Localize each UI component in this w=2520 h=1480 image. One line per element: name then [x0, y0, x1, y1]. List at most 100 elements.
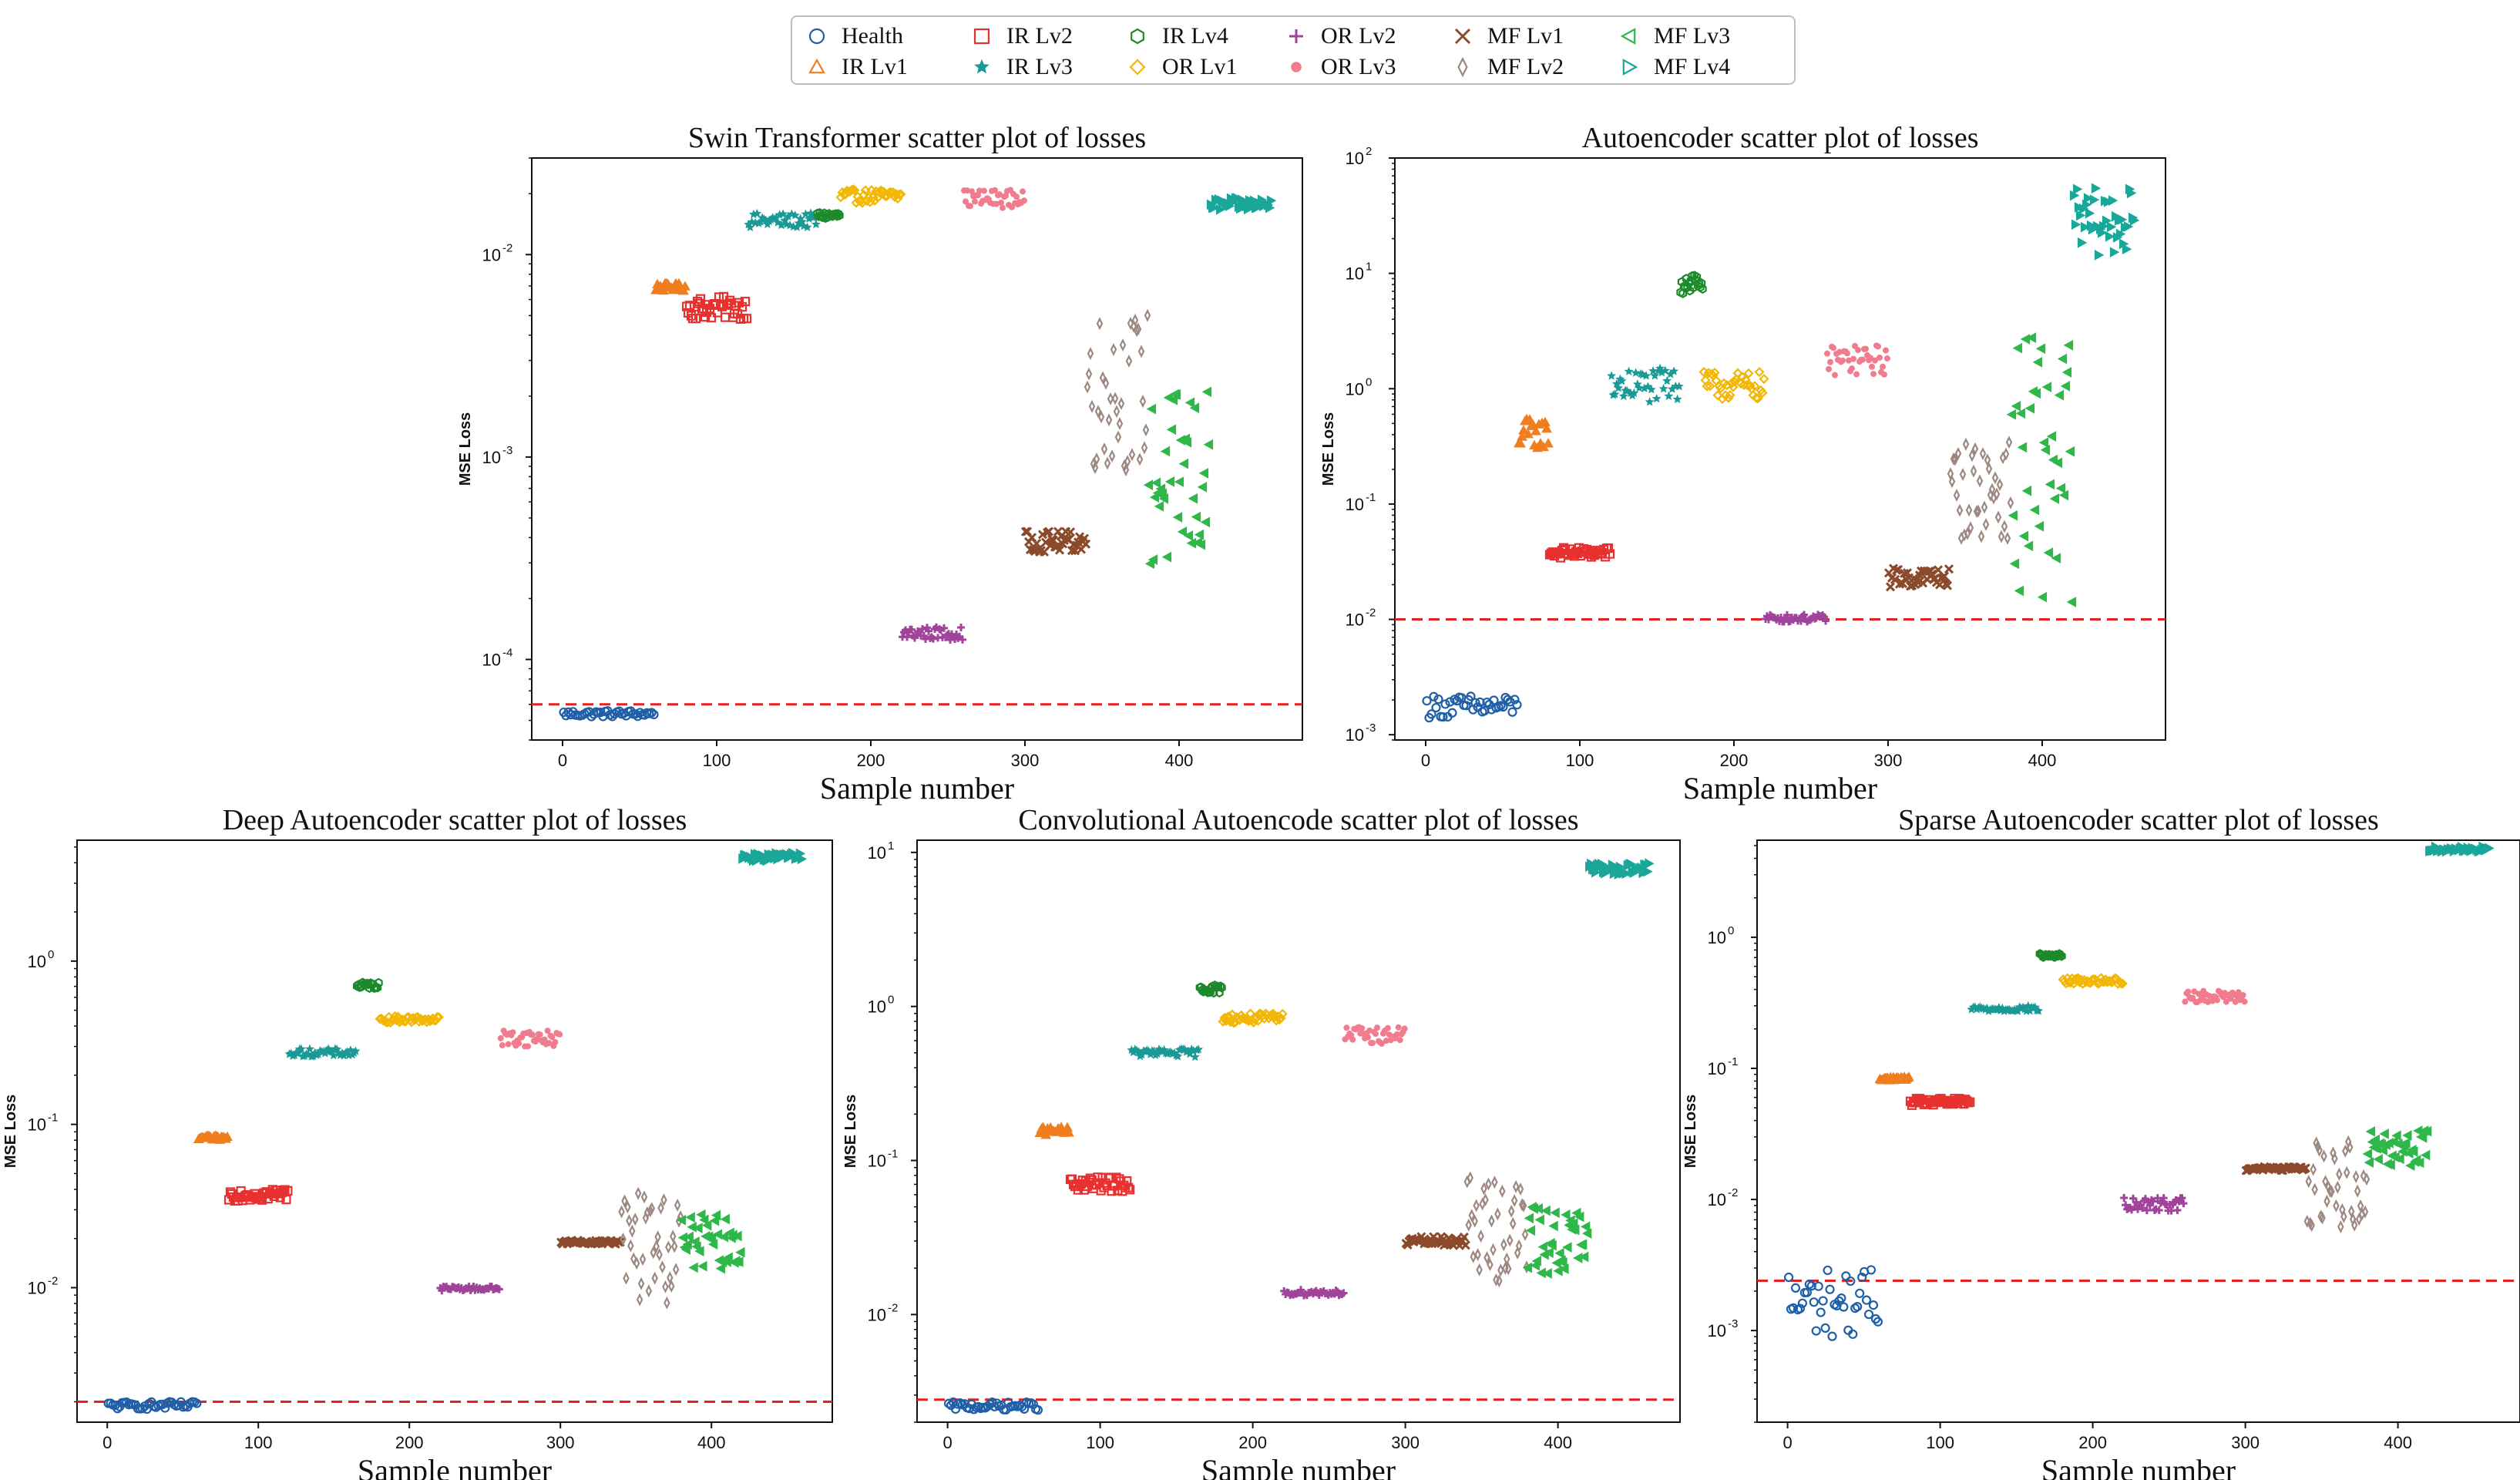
data-point [137, 1404, 147, 1414]
data-point [2051, 553, 2061, 563]
data-point [2054, 389, 2065, 401]
data-point [2108, 195, 2118, 207]
data-point [1124, 455, 1131, 469]
data-point [998, 200, 1004, 207]
data-point [2015, 408, 2026, 419]
series-or3 [961, 187, 1027, 211]
series-mf3 [1522, 1202, 1592, 1279]
data-point [678, 285, 689, 295]
series-or2 [436, 1282, 503, 1295]
x-tick-label: 300 [2231, 1433, 2260, 1452]
data-point [1844, 350, 1850, 357]
legend-marker-shape [1620, 28, 1636, 45]
series-ir4 [1195, 980, 1226, 998]
data-point [1541, 422, 1552, 433]
data-point [2071, 219, 2082, 230]
data-point [1866, 1265, 1877, 1275]
data-point [2002, 447, 2010, 461]
data-point [2045, 479, 2055, 490]
series-ir3 [1607, 363, 1684, 406]
chart-title: Deep Autoencoder scatter plot of losses [223, 804, 687, 836]
data-point [2089, 194, 2100, 206]
data-point [627, 1239, 634, 1253]
y-tick-label: 10 [868, 1151, 886, 1170]
data-point [1487, 1258, 1494, 1272]
data-point [724, 295, 735, 305]
data-point [1113, 405, 1121, 419]
y-axis-label: MSE Loss [842, 1095, 859, 1169]
data-point [1603, 543, 1614, 553]
data-point [1122, 1176, 1132, 1186]
data-point [1893, 564, 1903, 574]
data-point [691, 1241, 701, 1253]
data-point [2008, 510, 2018, 521]
legend-label: IR Lv1 [842, 54, 908, 79]
data-point [1466, 691, 1476, 701]
data-point [1669, 366, 1679, 375]
legend-marker-ir2-icon [973, 28, 990, 45]
data-point [790, 210, 800, 220]
data-point [364, 979, 373, 990]
data-point [2337, 1220, 2344, 1233]
data-point [1515, 438, 1526, 448]
data-point [281, 1195, 291, 1205]
data-point [2362, 1149, 2373, 1159]
legend-marker-shape [1457, 56, 1468, 78]
data-point [1554, 1247, 1564, 1259]
data-point [1973, 505, 1981, 519]
data-point [1151, 477, 1161, 489]
x-tick-label: 200 [2078, 1433, 2107, 1452]
data-point [1608, 859, 1618, 871]
series-or1 [1698, 366, 1769, 405]
data-point [1848, 1329, 1858, 1339]
legend-marker-shape [1289, 29, 1303, 43]
y-tick-label: 10 [868, 843, 886, 863]
data-point [1384, 1024, 1391, 1031]
data-point [1754, 367, 1765, 378]
data-point [1967, 521, 1974, 535]
data-point [707, 1239, 718, 1250]
x-tick-label: 200 [1238, 1433, 1267, 1452]
data-point [1607, 371, 1617, 380]
data-point [1988, 483, 1996, 496]
data-point [2018, 530, 2029, 542]
data-point [706, 313, 717, 323]
data-point [1510, 695, 1520, 705]
data-point [2011, 401, 2021, 412]
legend-entry-or1: OR Lv1 [1124, 52, 1238, 82]
legend-marker-shape [1454, 28, 1471, 45]
data-point [1903, 1071, 1914, 1081]
data-point [1164, 476, 1175, 487]
data-point [2138, 1204, 2146, 1213]
data-point [1467, 1171, 1473, 1185]
data-point [1580, 1221, 1591, 1233]
data-point [2026, 332, 2037, 343]
data-point [1097, 410, 1105, 424]
data-point [676, 1214, 687, 1226]
legend-marker-shape [1131, 28, 1144, 45]
data-point [674, 1198, 681, 1212]
series-mf4 [2425, 841, 2495, 857]
data-point [2057, 353, 2068, 365]
series-ir3 [1967, 1001, 2044, 1016]
x-tick-label: 0 [1782, 1433, 1792, 1452]
series-or1 [375, 1011, 444, 1028]
data-point [1117, 397, 1125, 411]
data-point [2370, 1134, 2380, 1145]
data-point [1461, 701, 1471, 711]
data-point [1194, 529, 1205, 540]
data-point [1951, 452, 1959, 466]
data-point [1531, 1256, 1541, 1266]
data-point [1142, 423, 1150, 437]
data-point [1861, 1295, 1872, 1305]
data-point [648, 1202, 656, 1216]
x-tick-label: 200 [395, 1433, 424, 1452]
x-tick-label: 0 [1421, 751, 1430, 770]
data-point [2182, 998, 2189, 1005]
data-point [654, 1230, 661, 1244]
data-point [1184, 397, 1195, 409]
data-point [1956, 503, 1964, 517]
legend-marker-shape [974, 59, 990, 74]
data-point [2363, 1172, 2370, 1186]
data-point [2305, 1175, 2312, 1189]
